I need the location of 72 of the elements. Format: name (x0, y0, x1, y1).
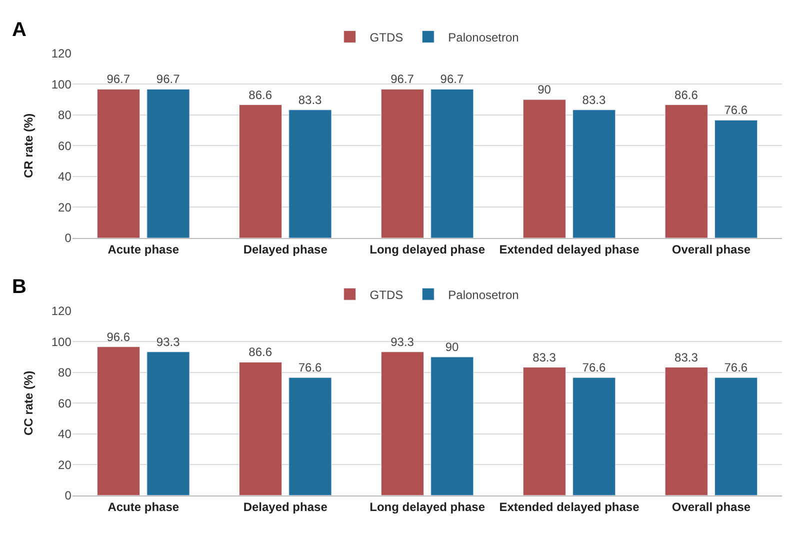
x-tick-label: Acute phase (108, 242, 180, 256)
y-tick-label: 80 (58, 366, 72, 380)
bar (714, 120, 758, 238)
data-label: 96.7 (440, 72, 464, 86)
y-tick-label: 120 (51, 304, 72, 318)
y-tick-label: 40 (58, 170, 72, 184)
data-label: 93.3 (390, 334, 414, 349)
chart-title: B (12, 276, 26, 298)
data-label: 86.6 (248, 88, 272, 102)
data-label: 86.6 (674, 88, 698, 102)
bar (238, 362, 282, 496)
bar (430, 356, 474, 496)
bar (430, 88, 474, 238)
data-label: 90 (538, 82, 552, 97)
y-tick-label: 40 (58, 427, 72, 442)
data-label: 90 (445, 340, 459, 354)
bar (146, 352, 190, 496)
bar (380, 352, 424, 496)
bar (522, 99, 566, 238)
y-tick-label: 80 (58, 108, 72, 122)
bar (664, 104, 708, 238)
y-tick-label: 60 (58, 138, 72, 153)
y-tick-label: 100 (51, 334, 72, 349)
legend-label: Palonosetron (448, 30, 519, 44)
x-tick-label: Extended delayed phase (499, 500, 640, 514)
bar (664, 367, 708, 496)
chart-title: A (12, 19, 26, 41)
bar (714, 377, 758, 496)
legend-label: GTDS (370, 30, 404, 44)
bar (288, 377, 332, 496)
data-label: 86.6 (248, 345, 272, 360)
data-label: 96.6 (106, 330, 130, 344)
data-label: 76.6 (724, 103, 748, 118)
legend-label: GTDS (370, 288, 404, 302)
x-tick-label: Acute phase (108, 500, 180, 514)
bar (572, 110, 616, 238)
bar (146, 88, 190, 238)
x-tick-label: Long delayed phase (370, 500, 486, 514)
data-label: 83.3 (674, 350, 698, 364)
data-label: 93.3 (156, 334, 180, 349)
bar (288, 110, 332, 238)
data-label: 96.7 (390, 72, 414, 86)
x-tick-label: Delayed phase (243, 242, 328, 256)
bar (96, 346, 140, 496)
x-tick-label: Extended delayed phase (499, 242, 640, 256)
x-tick-label: Delayed phase (243, 500, 328, 514)
data-label: 83.3 (298, 92, 322, 107)
y-tick-label: 0 (64, 231, 72, 246)
data-label: 83.3 (582, 92, 606, 107)
y-tick-label: 120 (51, 46, 72, 61)
y-tick-label: 60 (58, 396, 72, 410)
y-tick-label: 100 (51, 77, 72, 92)
data-label: 96.7 (156, 72, 180, 86)
legend-label: Palonosetron (448, 288, 519, 302)
bar (380, 88, 424, 238)
y-tick-label: 20 (58, 200, 72, 214)
y-tick-label: 0 (64, 488, 72, 503)
data-label: 83.3 (532, 350, 556, 364)
bar (96, 88, 140, 238)
y-axis-title: CC rate (%) (22, 370, 36, 436)
bar (572, 377, 616, 496)
y-axis-title: CR rate (%) (22, 113, 36, 178)
x-tick-label: Long delayed phase (370, 242, 486, 256)
bar (238, 104, 282, 238)
data-label: 96.7 (106, 72, 130, 86)
data-label: 76.6 (724, 360, 748, 375)
data-label: 76.6 (298, 360, 322, 375)
data-label: 76.6 (582, 360, 606, 375)
x-tick-label: Overall phase (672, 242, 751, 256)
bar (522, 367, 566, 496)
y-tick-label: 20 (58, 458, 72, 472)
x-tick-label: Overall phase (672, 500, 751, 514)
